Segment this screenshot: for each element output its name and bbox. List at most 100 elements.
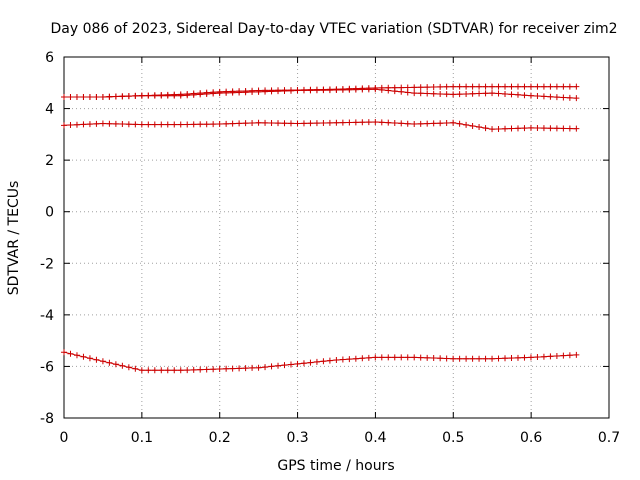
x-tick-label: 0.2 [209, 430, 231, 446]
data-series [61, 83, 580, 374]
x-tick-label: 0.6 [520, 430, 542, 446]
data-point-marker [560, 352, 567, 359]
data-point-marker [385, 87, 392, 94]
data-point-marker [73, 121, 80, 128]
data-point-marker [151, 121, 158, 128]
data-point-marker [249, 119, 256, 126]
data-point-marker [476, 83, 483, 90]
data-point-marker [73, 352, 80, 359]
data-point-marker [437, 90, 444, 97]
data-point-marker [80, 93, 87, 100]
data-point-marker [320, 87, 327, 94]
data-point-marker [106, 359, 113, 366]
data-point-marker [450, 119, 457, 126]
data-point-marker [197, 121, 204, 128]
data-point-marker [404, 120, 411, 127]
data-point-marker [294, 87, 301, 94]
data-point-marker [508, 355, 515, 362]
data-point-marker [398, 354, 405, 361]
plot-frame [63, 56, 610, 419]
x-tick-label: 0 [60, 430, 69, 446]
data-point-marker [430, 84, 437, 91]
data-point-marker [262, 119, 269, 126]
data-point-marker [463, 90, 470, 97]
data-point-marker [268, 363, 275, 370]
data-point-marker [514, 91, 521, 98]
y-tick-label: 4 [45, 102, 54, 118]
data-point-marker [482, 83, 489, 90]
data-point-marker [534, 354, 541, 361]
data-point-marker [566, 125, 573, 132]
data-point-marker [119, 93, 126, 100]
data-point-marker [242, 89, 249, 96]
data-point-marker [138, 92, 145, 99]
data-point-marker [275, 88, 282, 95]
x-tick-label: 0.5 [442, 430, 464, 446]
x-axis-label: GPS time / hours [277, 458, 394, 474]
data-point-marker [210, 90, 217, 97]
data-point-marker [430, 90, 437, 97]
data-point-marker [132, 365, 139, 372]
data-point-marker [391, 354, 398, 361]
data-point-marker [424, 354, 431, 361]
data-point-marker [242, 120, 249, 127]
data-point-marker [67, 122, 74, 129]
data-point-marker [553, 94, 560, 101]
data-point-marker [502, 355, 509, 362]
y-tick-label: 6 [45, 50, 54, 66]
data-point-marker [145, 92, 152, 99]
data-point-marker [424, 84, 431, 91]
data-point-marker [352, 119, 359, 126]
data-point-marker [177, 367, 184, 374]
data-point-marker [346, 86, 353, 93]
data-point-marker [359, 86, 366, 93]
data-point-marker [281, 362, 288, 369]
y-tick-label: -6 [40, 359, 54, 375]
data-point-marker [456, 83, 463, 90]
data-point-marker [573, 83, 580, 90]
data-point-marker [112, 361, 119, 368]
data-point-marker [190, 366, 197, 373]
data-point-marker [287, 120, 294, 127]
data-point-marker [450, 83, 457, 90]
data-point-marker [495, 90, 502, 97]
data-point-marker [534, 83, 541, 90]
data-point-marker [411, 354, 418, 361]
data-point-marker [326, 87, 333, 94]
data-point-marker [164, 92, 171, 99]
data-point-marker [184, 367, 191, 374]
data-point-marker [437, 355, 444, 362]
data-point-marker [203, 90, 210, 97]
data-point-marker [489, 126, 496, 133]
data-point-marker [553, 83, 560, 90]
data-point-marker [236, 89, 243, 96]
data-point-marker [489, 83, 496, 90]
data-point-marker [138, 121, 145, 128]
data-point-marker [132, 121, 139, 128]
data-point-marker [125, 121, 132, 128]
data-point-marker [106, 120, 113, 127]
data-point-marker [307, 120, 314, 127]
data-point-marker [158, 367, 165, 374]
data-point-marker [242, 365, 249, 372]
data-point-marker [378, 354, 385, 361]
data-point-marker [326, 119, 333, 126]
data-point-marker [119, 362, 126, 369]
data-point-marker [307, 87, 314, 94]
data-point-marker [61, 93, 67, 100]
data-point-marker [275, 120, 282, 127]
data-point-marker [210, 366, 217, 373]
data-point-marker [216, 366, 223, 373]
y-tick-label: 0 [45, 205, 54, 221]
data-point-marker [560, 83, 567, 90]
data-point-marker [236, 365, 243, 372]
data-point-marker [385, 354, 392, 361]
data-point-marker [540, 125, 547, 132]
data-point-marker [300, 120, 307, 127]
data-point-marker [514, 354, 521, 361]
data-point-marker [164, 367, 171, 374]
series-middle [61, 118, 580, 133]
y-tick-label: -8 [40, 411, 54, 427]
data-point-marker [398, 88, 405, 95]
grid [64, 57, 609, 418]
